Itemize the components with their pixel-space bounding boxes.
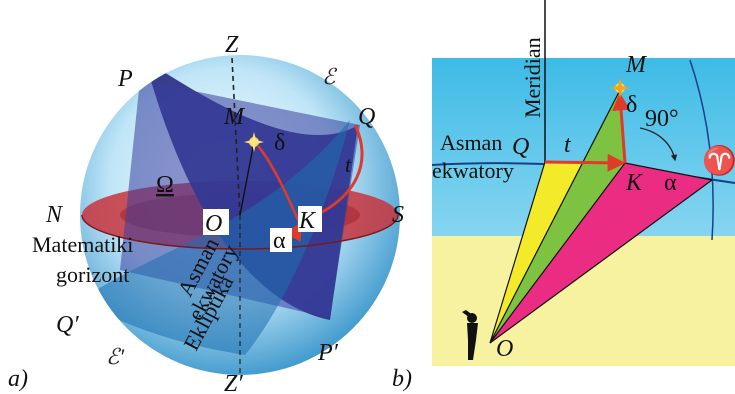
label-alpha: α bbox=[273, 228, 286, 254]
label-m: M bbox=[223, 104, 246, 130]
label-o: O bbox=[205, 211, 222, 237]
triangle-green bbox=[490, 90, 625, 343]
label-k: K bbox=[298, 208, 317, 234]
label-meridian: Meridian bbox=[520, 37, 545, 118]
label-delta-b: δ bbox=[626, 92, 637, 118]
ecliptic-plane bbox=[82, 120, 350, 355]
label-q: Q bbox=[358, 104, 375, 130]
label-alpha-b: α bbox=[664, 170, 677, 196]
label-horizon-1: Matematiki bbox=[32, 232, 133, 257]
label-p-prime: P′ bbox=[317, 340, 339, 366]
label-t-b: t bbox=[564, 132, 572, 158]
declination-arrow bbox=[612, 92, 631, 164]
label-m-b: M bbox=[625, 52, 648, 78]
label-q-b: Q bbox=[512, 134, 529, 160]
label-delta: δ bbox=[274, 130, 285, 156]
label-90-deg: 90° bbox=[645, 106, 679, 132]
label-equator-2-b: ekwatory bbox=[432, 158, 514, 183]
label-o-b: O bbox=[496, 336, 513, 362]
panel-b: Meridian M δ 90° Q t Asman ekwatory K α … bbox=[392, 0, 735, 392]
panel-label-b: b) bbox=[392, 366, 412, 392]
label-s: S bbox=[392, 202, 404, 228]
label-k-b: K bbox=[625, 170, 644, 196]
star-m-b bbox=[610, 78, 630, 98]
declination-arc bbox=[257, 145, 300, 221]
right-angle-arc bbox=[639, 127, 678, 162]
label-q-prime: Q′ bbox=[56, 312, 79, 338]
triangle-magenta bbox=[490, 163, 712, 343]
label-z: Z bbox=[225, 32, 239, 58]
hour-angle-arrow bbox=[544, 153, 626, 172]
label-n: N bbox=[45, 202, 64, 228]
label-horizon-2: gorizont bbox=[56, 262, 129, 287]
label-ecliptic-top: ℰ bbox=[322, 64, 338, 89]
label-equator-1-b: Asman bbox=[440, 130, 502, 155]
label-vernal: ♈ bbox=[702, 144, 735, 177]
label-z-prime: Z′ bbox=[224, 371, 243, 394]
label-ecliptic-bottom: ℰ′ bbox=[106, 344, 125, 369]
panel-a: Z P ℰ Q M δ t Ω N S O K α Matematiki gor… bbox=[8, 32, 404, 394]
label-p: P bbox=[117, 66, 133, 92]
label-omega: Ω bbox=[156, 172, 174, 198]
star-m bbox=[244, 132, 264, 152]
label-t: t bbox=[345, 152, 352, 177]
panel-label-a: a) bbox=[8, 366, 28, 392]
observer-figure bbox=[462, 310, 478, 360]
